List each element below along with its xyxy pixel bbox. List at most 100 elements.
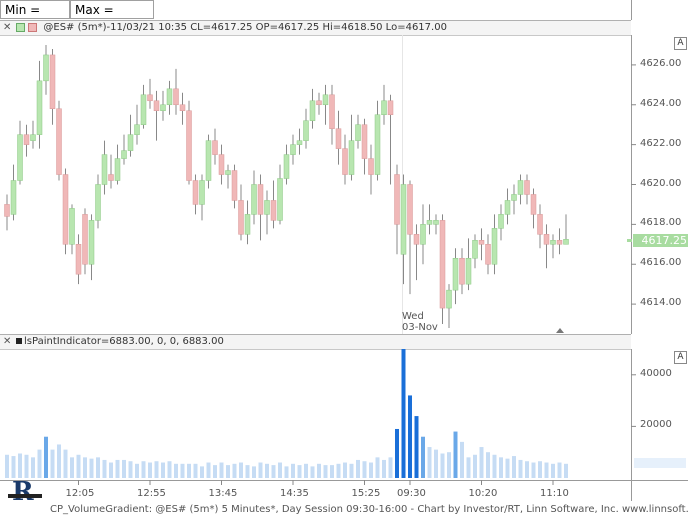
candle-body [335,128,342,149]
volume-bar [460,441,464,478]
candle-body [17,134,23,181]
candle-body [563,239,569,245]
chart-footer: CP_VolumeGradient: @ES# (5m*) 5 Minutes*… [0,501,688,519]
volume-bar [473,454,477,478]
price-tick-label: 4620.00 [640,177,682,189]
candle-body [69,208,75,245]
volume-bar [187,463,191,478]
volume-bar [414,416,419,478]
candle-body [426,220,433,225]
candle-body [543,234,550,245]
volume-bar [317,463,321,478]
candle-body [420,224,426,245]
volume-bar [63,449,68,478]
volume-bar [453,431,458,478]
chart-canvas[interactable] [0,0,688,501]
candle-body [199,180,205,205]
candle-body [43,54,49,82]
volume-bar [369,462,373,478]
candle-body [303,120,309,141]
volume-bar [479,447,484,478]
volume-bar [330,465,334,478]
time-tick-label: 09:30 [397,488,426,499]
volume-bar [200,466,204,478]
time-axis-corner [631,480,688,501]
volume-bar [252,466,256,478]
candle-body [251,184,257,215]
volume-bar [408,395,412,478]
volume-bar [70,457,74,478]
candle-body [166,88,173,106]
candle-body [277,178,283,221]
price-header-text: @ES# (5m*)-11/03/21 10:35 CL=4617.25 OP=… [43,22,447,33]
volume-bar [291,463,295,478]
candle-body [75,244,82,275]
price-tick-label: 4614.00 [640,297,682,309]
volume-bar [31,457,35,478]
candle-body [244,214,251,235]
price-tick-label: 4626.00 [640,57,682,69]
volume-bar [557,462,562,478]
volume-bar [499,457,503,478]
time-tick-label: 12:55 [137,488,166,499]
volume-bar [180,463,185,478]
candle-body [374,114,381,175]
candle-body [517,180,524,195]
candle-body [387,100,394,115]
volume-bar [265,463,269,478]
price-axis[interactable] [631,35,688,334]
candle-body [121,150,127,159]
time-tick-label: 12:05 [65,488,95,499]
candle-body [446,289,452,309]
volume-autoscale-button[interactable]: A [674,351,687,364]
volume-bar [362,461,367,478]
volume-bar [382,459,386,478]
candle-body [127,134,134,151]
volume-bar [245,465,250,478]
candle-body [556,240,563,245]
candle-body [283,154,290,179]
volume-bar [297,465,302,478]
candle-body [231,170,238,201]
volume-bar [37,449,42,478]
volume-bar [401,349,406,478]
candle-body [413,234,420,245]
volume-bar [239,462,243,478]
candle-body [504,200,511,215]
close-icon[interactable]: ✕ [3,336,12,347]
candle-body [329,94,335,129]
volume-bar [447,452,451,478]
candle-body [290,144,296,155]
volume-bar [258,462,263,478]
candle-body [218,154,225,175]
candle-body [147,94,153,102]
candle-body [179,104,186,111]
volume-bar [343,462,347,478]
candle-body [459,258,465,285]
volume-bar [11,456,16,478]
last-price-badge: 4617.25 [627,234,688,247]
volume-bar [349,463,354,478]
volume-bar [505,458,510,478]
volume-bar [551,463,555,478]
candle-body [23,134,30,145]
candle-body [140,94,147,125]
close-icon[interactable]: ✕ [3,22,12,33]
candle-body [30,134,36,141]
candle-body [407,184,413,235]
candle-body [4,204,10,217]
candle-body [530,194,537,215]
volume-bar [167,461,172,478]
session-date-label: 03-Nov [402,322,438,333]
volume-bar [518,459,523,478]
candle-body [212,140,218,155]
candle-body [439,220,446,309]
price-autoscale-button[interactable]: A [674,37,687,50]
time-tick-label: 14:35 [280,488,309,499]
candle-body [472,240,478,259]
candle-body [49,54,56,110]
volume-bar [115,459,120,478]
candle-body [56,108,62,175]
volume-bar [304,463,308,478]
candle-body [205,140,212,181]
